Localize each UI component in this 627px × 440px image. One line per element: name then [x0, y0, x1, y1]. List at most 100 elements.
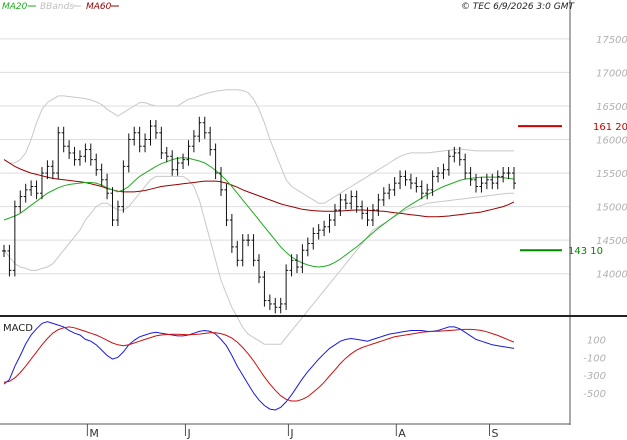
x-tick-label: J: [289, 427, 293, 440]
price-bar: [50, 160, 55, 180]
macd-title: MACD: [3, 323, 33, 334]
macd-tick-label: 100: [587, 335, 606, 346]
bband-upper-line: [3, 89, 514, 204]
price-bar: [235, 240, 240, 267]
price-bar: [484, 173, 489, 190]
price-tick-label: 16000: [596, 136, 627, 147]
price-bar: [153, 120, 158, 139]
price-bar: [7, 244, 12, 277]
price-bar: [289, 254, 294, 277]
price-tick-label: 17500: [596, 35, 627, 46]
price-bar: [45, 160, 50, 180]
price-bar: [468, 167, 473, 186]
price-tick-label: 15500: [596, 169, 627, 180]
price-bar: [294, 254, 299, 274]
price-bar: [262, 271, 267, 307]
price-bar: [311, 227, 316, 250]
price-bar: [322, 220, 327, 237]
price-bar: [343, 193, 348, 210]
macd-tick-label: -300: [583, 371, 606, 382]
price-bar: [39, 167, 44, 200]
price-bar: [175, 156, 180, 176]
price-bar: [229, 214, 234, 253]
price-bar: [495, 170, 500, 190]
price-bar: [305, 237, 310, 257]
price-bar: [446, 150, 451, 176]
price-bar: [506, 167, 511, 180]
x-tick-label: M: [89, 427, 99, 440]
price-bar: [392, 177, 397, 196]
copyright-text: © TEC 6/9/2026 3:0 GMT: [461, 2, 576, 12]
price-bar: [398, 170, 403, 190]
price-bar: [316, 224, 321, 240]
price-bar: [257, 254, 261, 284]
legend-bbands: BBands: [40, 2, 74, 12]
price-bar: [213, 143, 218, 180]
price-bar: [332, 203, 337, 227]
price-bar: [381, 187, 386, 206]
price-bar: [208, 126, 213, 156]
price-bar: [170, 150, 175, 176]
price-bar: [148, 120, 153, 146]
price-bar: [365, 207, 370, 227]
price-bar: [430, 170, 435, 196]
price-bar: [12, 200, 17, 277]
price-bar: [132, 126, 137, 146]
price-bar: [159, 126, 164, 159]
price-tick-label: 15000: [596, 203, 627, 214]
price-bar: [240, 234, 245, 267]
x-tick-label: J: [186, 427, 190, 440]
price-bar: [414, 177, 419, 193]
price-bar: [137, 126, 142, 153]
price-bar: [121, 160, 126, 213]
macd-panel: [3, 321, 515, 411]
price-bar: [181, 153, 186, 170]
price-bar: [115, 200, 120, 227]
price-bar: [338, 193, 343, 217]
bband-lower-line: [3, 175, 514, 345]
price-bar: [246, 234, 251, 247]
price-bar: [94, 153, 99, 176]
price-bar: [387, 183, 392, 200]
price-bar: [29, 180, 34, 196]
price-bar: [83, 143, 88, 163]
price-bar: [501, 167, 506, 183]
price-bar: [376, 193, 381, 217]
price-bar: [143, 133, 148, 153]
price-bar: [512, 167, 516, 190]
price-bar: [327, 214, 332, 233]
price-panel: 161 20 143 10: [2, 89, 627, 345]
price-bar: [164, 146, 169, 163]
x-tick-label: A: [398, 427, 406, 440]
price-bar: [251, 234, 256, 267]
price-bar: [61, 126, 66, 153]
price-bar: [23, 183, 28, 203]
price-bar: [403, 170, 408, 186]
price-bar: [370, 203, 375, 227]
price-bar: [197, 116, 202, 143]
x-tick-label: S: [491, 427, 498, 440]
price-bar: [126, 133, 131, 173]
price-bar: [457, 146, 462, 166]
ma20-line: [3, 157, 515, 268]
macd-line: [3, 321, 515, 411]
legend-ma20: MA20: [2, 2, 28, 12]
price-bar: [18, 190, 23, 213]
macd-signal-line: [3, 326, 515, 402]
price-tick-label: 14000: [596, 270, 627, 281]
price-bar: [77, 150, 82, 166]
price-bar: [219, 167, 224, 196]
price-bar: [354, 190, 359, 213]
price-bar: [224, 183, 229, 227]
price-bar: [56, 126, 61, 180]
price-bar: [110, 187, 115, 227]
price-bar: [300, 244, 305, 274]
price-tick-label: 17000: [596, 68, 627, 79]
legend-ma60: MA60: [86, 2, 112, 12]
price-bar: [408, 173, 413, 190]
price-bar: [463, 153, 468, 180]
price-bar: [267, 294, 272, 310]
grid-lines: [0, 38, 570, 275]
